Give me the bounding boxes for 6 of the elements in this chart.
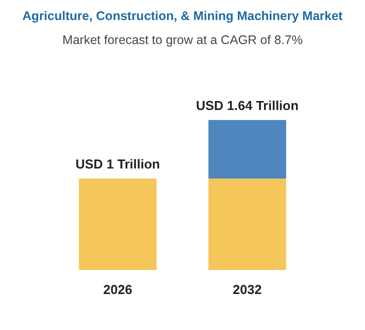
chart-title: Agriculture, Construction, & Mining Machinery Market [22, 9, 344, 23]
x-tick-label: 2026 [103, 282, 132, 297]
x-tick-label: 2032 [232, 282, 262, 297]
data-label: USD 1 Trillion [75, 156, 160, 172]
chart-subtitle: Market forecast to grow at a CAGR of 8.7% [62, 33, 303, 47]
total-label: USD 1.64 Trillion [196, 98, 299, 113]
